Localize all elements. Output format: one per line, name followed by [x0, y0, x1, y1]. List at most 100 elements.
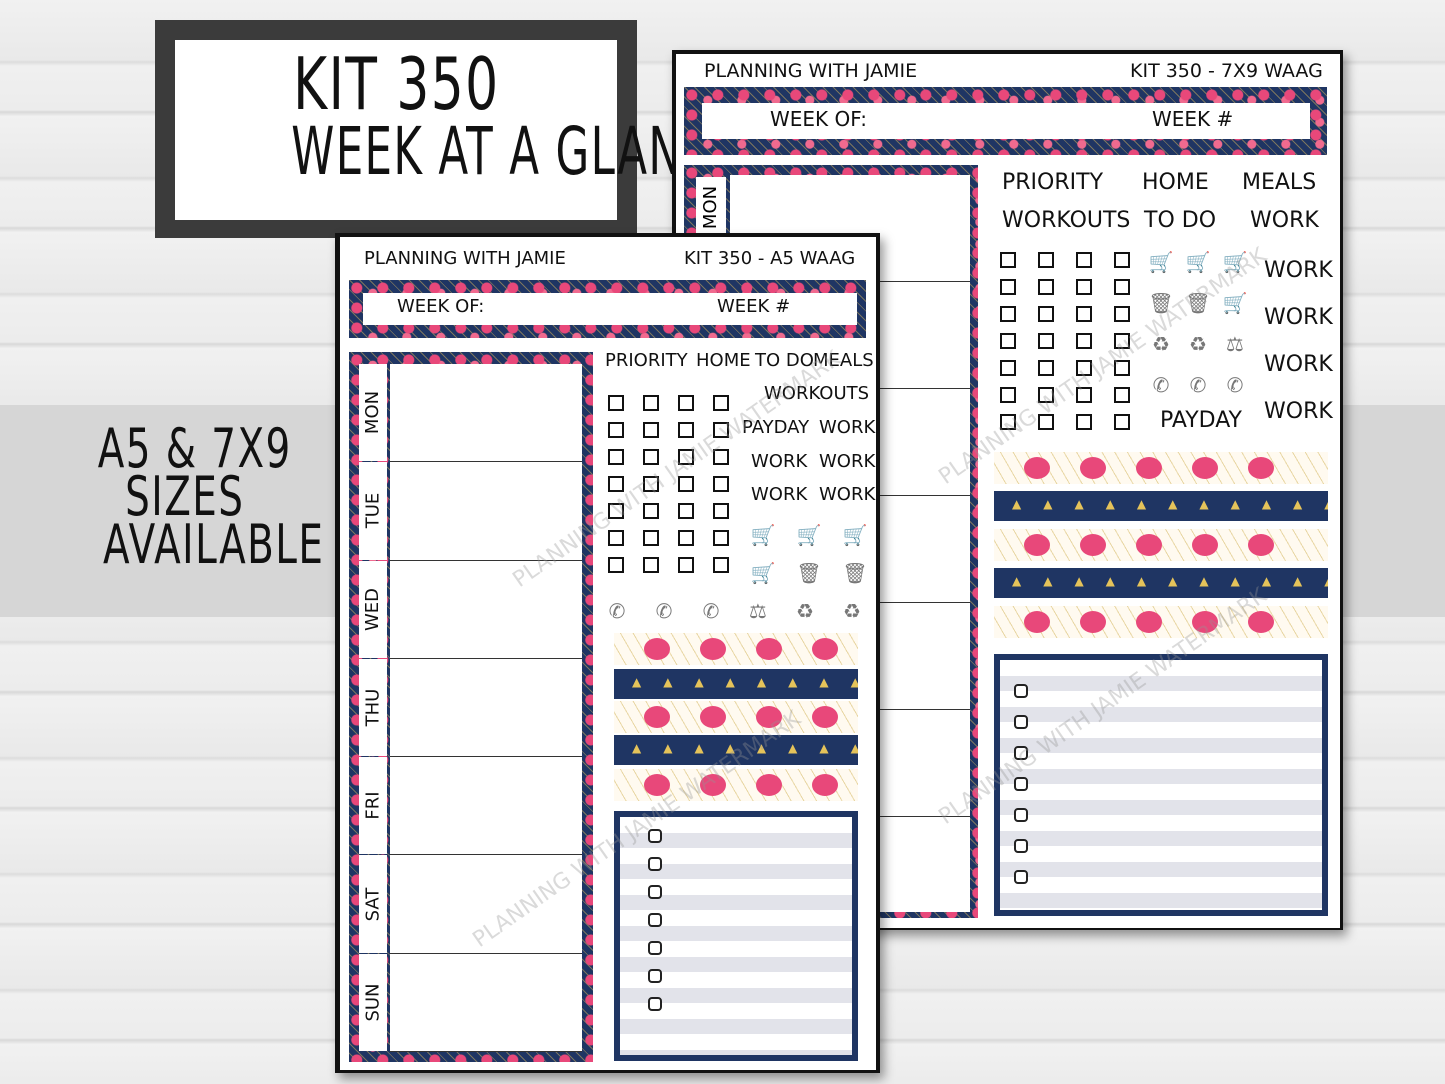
checkbox-sticker — [1114, 306, 1130, 322]
payday-sticker: PAYDAY — [1160, 408, 1242, 433]
checkbox-sticker — [643, 476, 659, 492]
checkbox-sticker — [1114, 360, 1130, 376]
checkbox-sticker — [713, 557, 729, 573]
work-sticker: WORK — [819, 484, 876, 505]
day-row-sun: SUN — [359, 953, 582, 1052]
checkbox-sticker — [678, 530, 694, 546]
day-label: WED — [362, 587, 384, 631]
circle-checkbox-sticker — [1014, 870, 1028, 884]
circle-checkbox-sticker — [648, 997, 662, 1011]
checkbox-sticker — [1000, 279, 1016, 295]
day-row-wed: WED — [359, 560, 582, 659]
washi-strip — [614, 633, 858, 665]
week-of-label: WEEK OF: — [770, 107, 867, 131]
checkbox-sticker — [678, 395, 694, 411]
checkbox-sticker — [1114, 387, 1130, 403]
circle-checkbox-sticker — [648, 941, 662, 955]
checkbox-sticker — [643, 503, 659, 519]
week-number-label: WEEK # — [717, 296, 791, 317]
checkbox-sticker — [678, 476, 694, 492]
checkbox-sticker — [1000, 414, 1016, 430]
circle-checkbox-sticker — [1014, 777, 1028, 791]
day-row-tue: TUE — [359, 462, 582, 561]
scale-icon: ⚖ — [749, 599, 767, 623]
day-label: SAT — [362, 887, 384, 921]
day-row-fri: FRI — [359, 757, 582, 856]
checkbox-sticker — [1038, 414, 1054, 430]
checkbox-sticker — [1114, 279, 1130, 295]
cart-icon: 🛒 — [842, 523, 868, 547]
day-label: SUN — [362, 983, 384, 1022]
scale-icon: ⚖ — [1226, 332, 1244, 356]
label-priority: PRIORITY — [605, 350, 688, 371]
day-row-mon: MON — [359, 364, 582, 463]
trash-icon: 🗑 — [1148, 291, 1174, 315]
circle-checkbox-sticker — [1014, 808, 1028, 822]
washi-strip — [994, 529, 1328, 561]
navy-dot-strip: ▲▲▲▲▲▲▲▲▲▲▲ — [994, 568, 1328, 598]
circle-checkbox-sticker — [648, 913, 662, 927]
phone-icon: ✆ — [608, 599, 626, 623]
label-home: HOME — [1142, 170, 1209, 195]
week-of-label: WEEK OF: — [397, 296, 485, 317]
checkbox-sticker — [643, 557, 659, 573]
title-line1: KIT 350 — [292, 42, 500, 126]
checkbox-sticker — [608, 449, 624, 465]
label-meals: MEALS — [1242, 170, 1317, 195]
recycle-icon: ♻ — [796, 599, 814, 623]
cart-icon: 🛒 — [1148, 250, 1174, 274]
checkbox-sticker — [1114, 333, 1130, 349]
brand-label: PLANNING WITH JAMIE — [364, 248, 566, 269]
recycle-icon: ♻ — [843, 599, 861, 623]
circle-checkbox-sticker — [648, 857, 662, 871]
sheet-a5: PLANNING WITH JAMIE KIT 350 - A5 WAAG WE… — [335, 233, 880, 1073]
notes-sticker — [994, 654, 1328, 916]
checkbox-sticker — [643, 422, 659, 438]
work-sticker: WORK — [751, 484, 808, 505]
checkbox-sticker — [608, 395, 624, 411]
circle-checkbox-sticker — [648, 969, 662, 983]
label-work: WORK — [1250, 208, 1319, 233]
payday-sticker: PAYDAY — [742, 417, 810, 438]
checkbox-sticker — [678, 449, 694, 465]
checkbox-sticker — [608, 422, 624, 438]
checkbox-sticker — [678, 557, 694, 573]
checkbox-sticker — [1076, 252, 1092, 268]
day-row-sat: SAT — [359, 855, 582, 954]
day-label: THU — [362, 688, 384, 727]
checkbox-sticker — [1114, 252, 1130, 268]
checkbox-sticker — [1038, 252, 1054, 268]
label-todo: TO DO — [1144, 208, 1217, 233]
checkbox-sticker — [1000, 252, 1016, 268]
cart-icon: 🛒 — [1185, 250, 1211, 274]
circle-checkbox-sticker — [1014, 684, 1028, 698]
checkbox-sticker — [1076, 333, 1092, 349]
phone-icon: ✆ — [655, 599, 673, 623]
work-sticker: WORK — [751, 451, 808, 472]
phone-icon: ✆ — [1189, 373, 1207, 397]
checkbox-sticker — [678, 503, 694, 519]
circle-checkbox-sticker — [648, 829, 662, 843]
checkbox-sticker — [1000, 306, 1016, 322]
cart-icon: 🛒 — [1222, 291, 1248, 315]
trash-icon: 🗑 — [796, 561, 822, 585]
navy-dot-strip: ▲▲▲▲▲▲▲▲ — [614, 735, 858, 765]
checkbox-sticker — [1076, 414, 1092, 430]
checkbox-sticker — [1038, 360, 1054, 376]
circle-checkbox-sticker — [648, 885, 662, 899]
label-workouts: WORKOUTS — [1002, 208, 1131, 233]
checkbox-sticker — [1038, 279, 1054, 295]
circle-checkbox-sticker — [1014, 839, 1028, 853]
checkbox-sticker — [608, 530, 624, 546]
kit-label: KIT 350 - A5 WAAG — [684, 248, 856, 269]
day-label-mon: MON — [700, 185, 722, 229]
recycle-icon: ♻ — [1152, 332, 1170, 356]
checkbox-sticker — [713, 449, 729, 465]
day-row-thu: THU — [359, 658, 582, 758]
work-sticker: WORK — [819, 451, 876, 472]
checkbox-sticker — [1076, 306, 1092, 322]
title-box: KIT 350 WEEK AT A GLANCE — [155, 20, 741, 238]
checkbox-sticker — [1076, 360, 1092, 376]
title-line2: WEEK AT A GLANCE — [291, 113, 743, 190]
recycle-icon: ♻ — [1189, 332, 1207, 356]
